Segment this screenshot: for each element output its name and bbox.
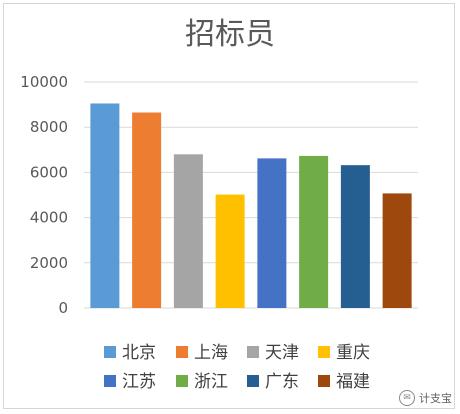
watermark-text: 计支宝 <box>419 392 452 405</box>
legend-swatch <box>247 375 259 387</box>
bar-4 <box>257 158 287 308</box>
bars <box>90 103 412 308</box>
legend-label: 浙江 <box>194 372 228 392</box>
bar-5 <box>299 155 329 308</box>
bar-0 <box>90 103 120 308</box>
legend-swatch <box>104 375 116 387</box>
y-tick-label: 10000 <box>20 73 68 91</box>
legend-label: 天津 <box>265 343 299 363</box>
legend-swatch <box>104 346 116 358</box>
legend-swatch <box>176 375 188 387</box>
legend-label: 广东 <box>265 372 299 392</box>
legend-label: 上海 <box>194 343 228 363</box>
y-tick-label: 2000 <box>30 254 68 272</box>
chat-bubble-icon: ✉ <box>399 390 415 406</box>
y-tick-label: 6000 <box>30 163 68 181</box>
bar-7 <box>382 193 412 308</box>
y-tick-label: 4000 <box>30 209 68 227</box>
legend-swatch <box>247 346 259 358</box>
legend-label: 重庆 <box>336 343 370 363</box>
bar-1 <box>132 112 162 308</box>
legend-label: 江苏 <box>122 372 156 392</box>
legend-label: 北京 <box>122 343 156 363</box>
chart-title: 招标员 <box>185 17 275 52</box>
y-tick-label: 8000 <box>30 118 68 136</box>
bar-2 <box>173 154 203 308</box>
bar-3 <box>215 194 245 308</box>
legend-swatch <box>176 346 188 358</box>
watermark: ✉ 计支宝 <box>399 390 452 406</box>
legend-label: 福建 <box>336 372 370 392</box>
y-tick-label: 0 <box>58 299 68 317</box>
bar-6 <box>340 165 370 308</box>
legend-swatch <box>318 375 330 387</box>
legend-swatch <box>318 346 330 358</box>
